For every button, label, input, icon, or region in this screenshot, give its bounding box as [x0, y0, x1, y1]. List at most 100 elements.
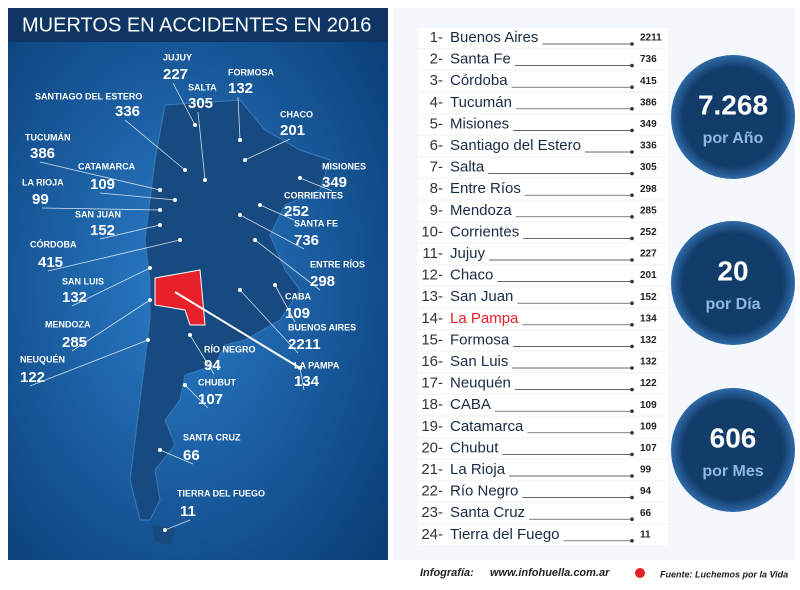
map-dot [163, 528, 167, 532]
deaths: 109 [640, 421, 657, 432]
leader-dot [630, 539, 634, 543]
province: Río Negro [450, 483, 518, 500]
leader-dot [630, 517, 634, 521]
map-dot [298, 176, 302, 180]
map-province: CÓRDOBA [30, 238, 77, 249]
map-value: 134 [294, 373, 320, 390]
deaths: 415 [640, 76, 657, 87]
row-bg [418, 157, 668, 178]
map-value: 66 [183, 447, 200, 464]
leader-line [71, 267, 151, 307]
map-dot [273, 283, 277, 287]
stat-label: por Mes [702, 463, 763, 480]
province: Misiones [450, 115, 509, 132]
deaths: 285 [640, 205, 657, 216]
map-province: SAN LUIS [62, 276, 104, 286]
province: Córdoba [450, 72, 508, 89]
row-bg [418, 136, 668, 156]
map-dot [298, 366, 302, 370]
province: Chubut [450, 439, 499, 456]
row-bg [418, 179, 668, 200]
row-bg [418, 71, 668, 92]
rank: 8- [430, 180, 443, 197]
deaths: 11 [640, 529, 651, 540]
map-value: 227 [163, 66, 188, 83]
leader-dot [630, 301, 634, 306]
rank: 22- [421, 483, 443, 500]
map-province: MENDOZA [45, 319, 91, 329]
rank: 17- [421, 375, 443, 392]
row-bg [418, 287, 668, 308]
leader-dot [630, 431, 634, 435]
rank: 4- [430, 94, 443, 111]
map-province: MISIONES [322, 161, 366, 171]
stat-label: por Día [705, 296, 760, 313]
row-bg [418, 28, 668, 48]
deaths: 227 [640, 249, 657, 260]
row-bg [418, 265, 668, 286]
leader-dot [630, 85, 634, 89]
map-value: 285 [62, 334, 87, 351]
leader-line [197, 111, 206, 181]
deaths: 201 [640, 270, 657, 281]
map-province: LA PAMPA [294, 360, 340, 370]
leader-line [274, 284, 296, 323]
row-bg [418, 244, 668, 264]
province: Neuquén [450, 375, 511, 392]
row-bg [418, 200, 668, 221]
row-bg [418, 395, 668, 416]
rank: 16- [421, 353, 443, 370]
deaths: 132 [640, 335, 657, 346]
row-bg [418, 49, 668, 70]
map-value: 132 [62, 289, 87, 306]
rank: 9- [430, 202, 443, 219]
map-dot [238, 138, 242, 142]
rank: 23- [421, 504, 443, 521]
leader-dot [630, 128, 634, 133]
stat-label: por Año [703, 130, 764, 147]
leader-dot [630, 474, 634, 478]
leader-dot [630, 344, 634, 349]
map-value: 415 [38, 254, 63, 271]
stat-value: 20 [717, 255, 748, 286]
leader-line [159, 449, 194, 465]
map-dot [253, 238, 257, 242]
map-value: 152 [90, 222, 115, 239]
leader-dot [630, 323, 634, 327]
deaths: 132 [640, 357, 657, 368]
stat-value: 7.268 [698, 89, 768, 120]
map-dot [183, 168, 187, 172]
leader-line [299, 177, 333, 192]
map-province: SANTIAGO DEL ESTERO [35, 91, 142, 101]
leader-dot [630, 279, 634, 284]
row-bg [418, 438, 668, 459]
leader-dot [630, 42, 634, 46]
deaths: 386 [640, 97, 657, 108]
rank: 3- [430, 72, 443, 89]
map-dot [158, 188, 162, 192]
leader-line [239, 289, 299, 354]
province: Santa Fe [450, 51, 511, 68]
title: MUERTOS EN ACCIDENTES EN 2016 [22, 14, 371, 36]
map-province: ENTRE RÍOS [310, 259, 365, 269]
map-province: FORMOSA [228, 67, 274, 77]
leader-line [189, 334, 215, 375]
deaths: 305 [640, 162, 657, 173]
map-value: 252 [284, 203, 309, 220]
leader-dot [630, 215, 634, 219]
leader-line [299, 367, 305, 391]
map-dot [193, 123, 197, 127]
credit-label: Infografía: [420, 567, 474, 579]
logo [635, 568, 645, 578]
map-dot [148, 298, 152, 302]
rank: 19- [421, 418, 443, 435]
map-dot [238, 288, 242, 292]
map-value: 305 [188, 95, 213, 112]
source: Fuente: Luchemos por la Vida [660, 569, 788, 579]
map-province: CATAMARCA [78, 161, 136, 171]
map-value: 336 [115, 103, 140, 120]
deaths: 349 [640, 119, 657, 130]
province: La Pampa [450, 310, 519, 327]
map-tierra-del-fuego [152, 525, 175, 545]
rank: 18- [421, 396, 443, 413]
